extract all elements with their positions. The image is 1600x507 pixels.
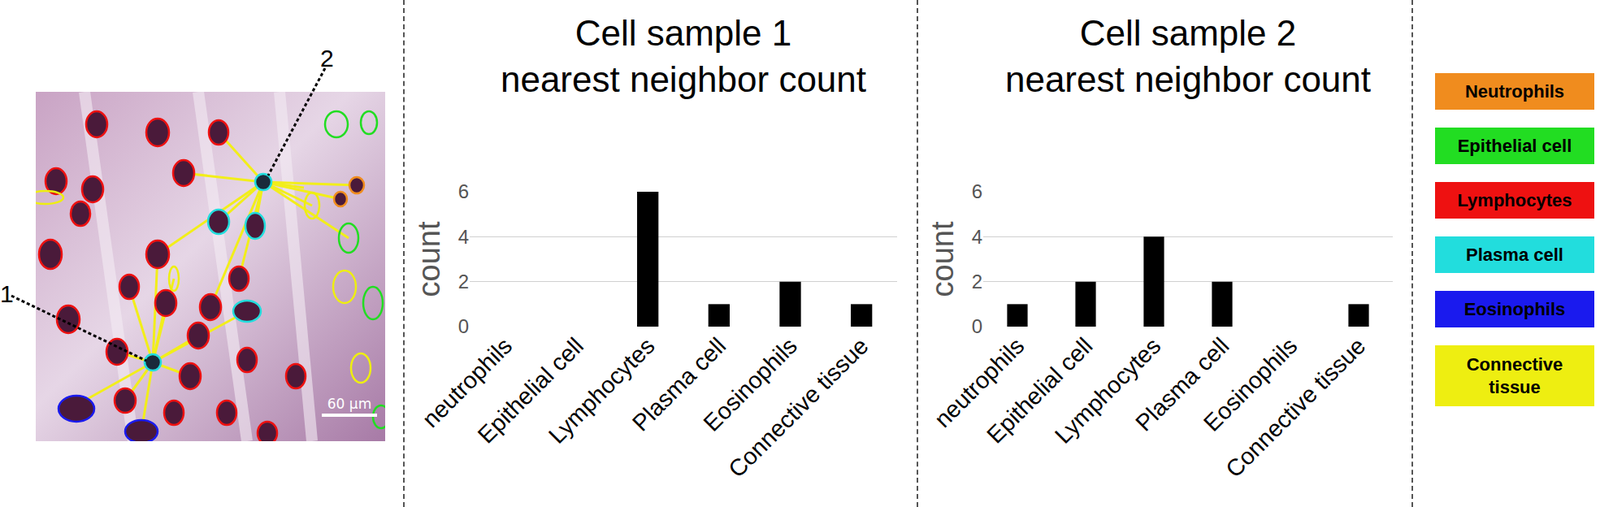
svg-text:Epithelial cell: Epithelial cell xyxy=(981,332,1098,448)
svg-text:60 μm: 60 μm xyxy=(327,395,372,412)
svg-text:1: 1 xyxy=(0,280,14,308)
svg-text:Epithelial cell: Epithelial cell xyxy=(472,332,589,448)
svg-text:2: 2 xyxy=(320,44,334,72)
svg-text:0: 0 xyxy=(458,315,469,338)
svg-text:2: 2 xyxy=(458,270,469,293)
html-text:Connective tissue: Connective tissue xyxy=(1466,354,1563,397)
svg-text:0: 0 xyxy=(971,315,983,338)
html-text:Lymphocytes: Lymphocytes xyxy=(1457,189,1572,211)
svg-text:6: 6 xyxy=(971,180,983,203)
svg-text:6: 6 xyxy=(458,180,469,203)
svg-text:Cell sample 2nearest neighbor: Cell sample 2nearest neighbor count xyxy=(1005,13,1371,100)
svg-text:Lymphocytes: Lymphocytes xyxy=(1049,332,1167,449)
svg-text:count: count xyxy=(925,221,960,297)
svg-text:Connective tissue: Connective tissue xyxy=(723,332,873,482)
html-text:Plasma cell: Plasma cell xyxy=(1466,244,1564,265)
svg-text:neutrophils: neutrophils xyxy=(416,332,517,433)
svg-text:Connective tissue: Connective tissue xyxy=(1220,332,1371,482)
svg-text:Eosinophils: Eosinophils xyxy=(1198,332,1303,437)
svg-text:Plasma cell: Plasma cell xyxy=(1130,332,1234,436)
svg-text:Lymphocytes: Lymphocytes xyxy=(543,332,660,449)
svg-text:2: 2 xyxy=(971,270,983,293)
svg-text:count: count xyxy=(411,221,447,297)
svg-text:neutrophils: neutrophils xyxy=(929,332,1030,433)
svg-text:Cell sample 1nearest neighbor: Cell sample 1nearest neighbor count xyxy=(500,13,867,100)
svg-text:4: 4 xyxy=(458,225,469,248)
svg-text:Eosinophils: Eosinophils xyxy=(698,332,803,437)
svg-text:4: 4 xyxy=(971,225,983,248)
html-text:Epithelial cell: Epithelial cell xyxy=(1457,135,1572,156)
svg-text:Plasma cell: Plasma cell xyxy=(627,332,731,436)
html-text:Neutrophils: Neutrophils xyxy=(1465,81,1565,102)
html-text:Eosinophils: Eosinophils xyxy=(1464,298,1566,320)
